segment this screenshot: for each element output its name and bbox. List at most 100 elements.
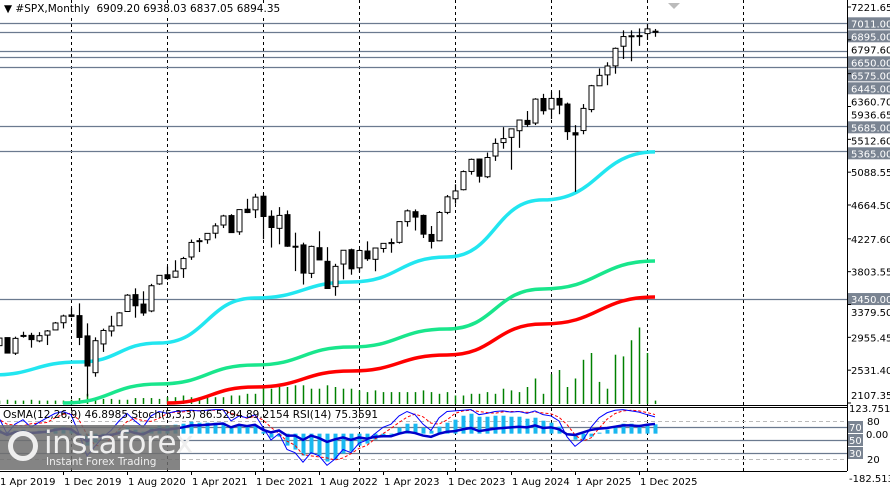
candle-bull <box>60 315 67 324</box>
osma-bar <box>629 423 634 434</box>
logo-gear-icon <box>8 431 38 461</box>
osma-bar <box>501 415 506 434</box>
osma-bar <box>181 423 186 434</box>
candle-bear <box>540 97 547 112</box>
osma-bar <box>381 433 386 436</box>
candle-bull <box>404 210 411 223</box>
collapse-arrow-icon[interactable]: ▼ <box>4 3 13 15</box>
volume-bars <box>0 327 657 404</box>
osma-bar <box>405 423 410 434</box>
candle-bull <box>500 138 507 144</box>
osma-bar <box>333 433 338 460</box>
osma-bar <box>357 433 362 446</box>
candle-bull <box>444 196 451 213</box>
moving-average-ma-fast <box>0 150 656 377</box>
candle-bull <box>644 28 651 35</box>
time-label: 1 Aug 2022 <box>320 477 378 488</box>
candle-bear <box>284 214 291 247</box>
symbol-timeframe: #SPX,Monthly <box>15 3 90 15</box>
osma-bar <box>341 433 346 454</box>
osma-bar <box>477 416 482 434</box>
candle-bull <box>52 322 59 331</box>
osma-bar <box>573 433 578 440</box>
candle-bear <box>324 260 331 290</box>
candle-bear <box>244 208 251 214</box>
moving-averages <box>0 150 656 405</box>
candle-bull <box>36 335 43 342</box>
level-label-bg <box>848 69 890 82</box>
osma-bar <box>261 431 266 434</box>
candle-bear <box>316 247 323 261</box>
osma-bar <box>445 422 450 434</box>
osma-bar <box>597 432 602 434</box>
candle-bull <box>468 158 475 172</box>
time-label: 1 Apr 2023 <box>384 477 439 488</box>
price-tick-label: 6797.60 <box>851 45 890 56</box>
osma-max-label: 123.7516 <box>849 404 890 415</box>
time-label: 1 Dec 2019 <box>64 477 122 488</box>
candle-bull <box>236 209 243 233</box>
price-tick-label: 2531.40 <box>851 366 890 377</box>
candle-bear <box>260 195 267 217</box>
level-label: 3450.00 <box>851 295 890 306</box>
candle-bear <box>420 214 427 235</box>
candle-bear <box>572 132 579 136</box>
osma-bar <box>509 416 514 434</box>
osma-bar <box>605 429 610 434</box>
candle-bull <box>292 245 299 248</box>
indicator-level-label-bg <box>848 447 863 459</box>
horizontal-levels[interactable] <box>0 22 847 301</box>
candle-bull <box>388 242 395 245</box>
time-label: 1 Apr 2019 <box>0 477 55 488</box>
candle-bull <box>548 97 555 110</box>
osma-bar <box>189 421 194 434</box>
logo-name: instaforex <box>44 425 194 461</box>
osma-bar <box>221 422 226 434</box>
candle-bull <box>116 312 123 327</box>
candle-bear <box>636 35 643 38</box>
osma-bar <box>645 424 650 434</box>
candle-bull <box>612 47 619 67</box>
osma-bar <box>269 433 274 438</box>
osma-bar <box>301 433 306 456</box>
candle-bull <box>620 36 627 47</box>
candle-bull <box>604 65 611 76</box>
candle-bull <box>124 294 131 313</box>
osma-bar <box>237 424 242 434</box>
candle-bear <box>76 315 83 338</box>
time-label: 1 Apr 2025 <box>576 477 631 488</box>
candle-bear <box>300 244 307 274</box>
osma-bar <box>293 433 298 450</box>
level-label-bg <box>848 30 890 43</box>
osma-bar <box>197 422 202 434</box>
osma-bar <box>517 416 522 434</box>
candle-bear <box>164 274 171 280</box>
osma-bar <box>349 433 354 452</box>
chart-header: ▼ #SPX,Monthly 6909.20 6938.03 6837.05 6… <box>4 3 284 15</box>
osma-bar <box>325 433 330 462</box>
osma-bar <box>397 427 402 434</box>
osma-bar <box>469 413 474 434</box>
osma-bar <box>429 430 434 434</box>
candle-bull <box>204 232 211 241</box>
price-tick-label: 5512.60 <box>851 136 890 147</box>
candle-bull <box>484 156 491 178</box>
candle-bull <box>180 258 187 270</box>
candle-bull <box>332 265 339 288</box>
price-tick-label: 5088.55 <box>851 168 890 179</box>
time-label: 1 Dec 2021 <box>256 477 314 488</box>
price-tick-label: 4227.60 <box>851 235 890 246</box>
candle-bull <box>92 340 99 374</box>
price-tick-label: 7221.65 <box>851 3 890 14</box>
candle-bull <box>0 337 3 347</box>
candle-bull <box>252 196 259 211</box>
candle-bull <box>12 337 19 354</box>
candle-bear <box>68 314 75 317</box>
price-tick-label: 4664.50 <box>851 201 890 212</box>
time-label: 1 Dec 2023 <box>448 477 506 488</box>
price-tick-label: 2107.35 <box>851 391 890 402</box>
ohlc-values: 6909.20 6938.03 6837.05 6894.35 <box>96 3 281 15</box>
moving-average-ma-slow <box>166 295 656 405</box>
candle-bear <box>628 35 635 38</box>
osma-bar <box>205 422 210 434</box>
